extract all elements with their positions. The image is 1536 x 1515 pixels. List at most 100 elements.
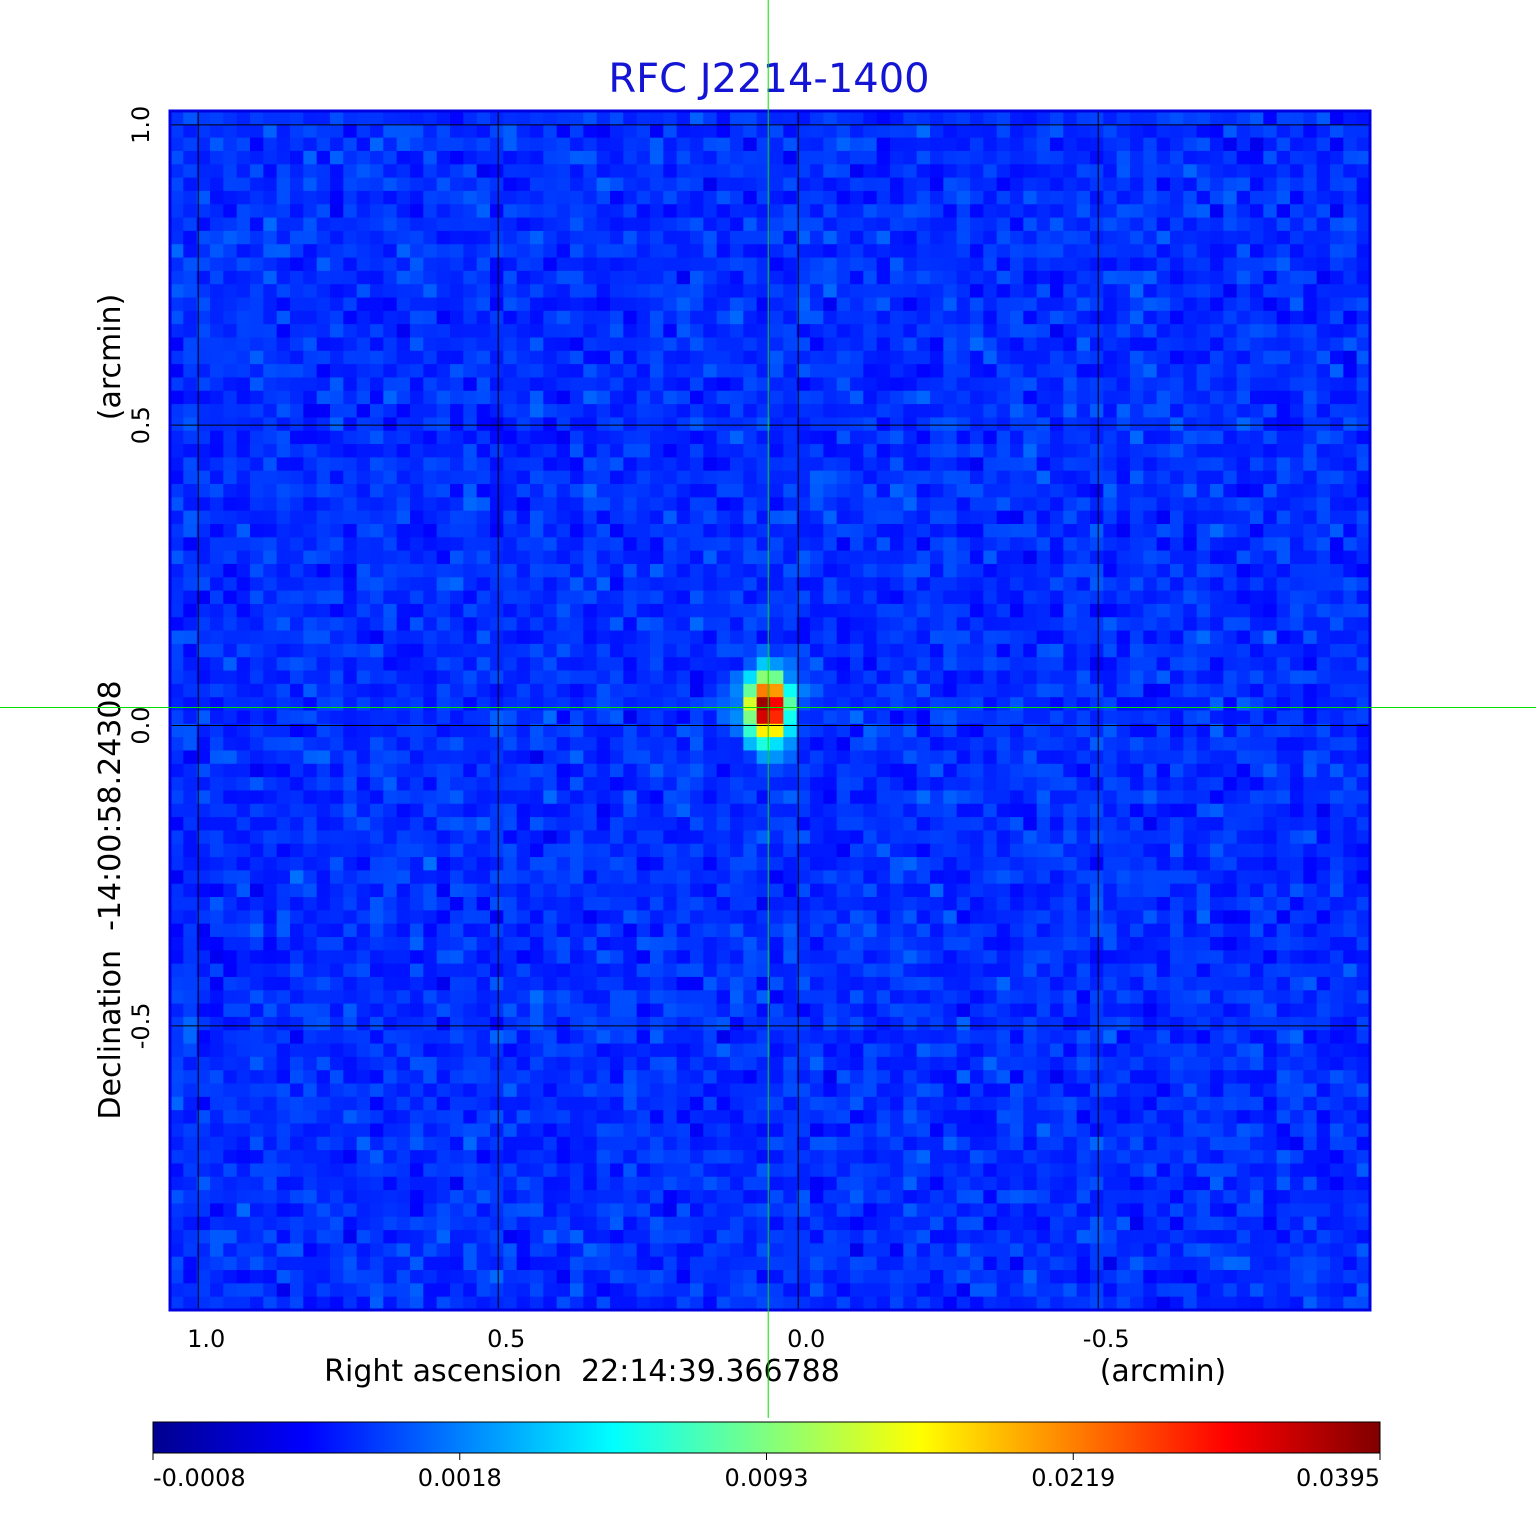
image-pixel (396, 777, 411, 792)
image-pixel (1210, 244, 1224, 259)
image-pixel (716, 284, 731, 299)
image-pixel (610, 284, 624, 299)
image-pixel (1263, 404, 1278, 419)
image-pixel (1183, 510, 1198, 525)
image-pixel (543, 164, 558, 179)
image-pixel (796, 763, 811, 778)
image-pixel (356, 670, 371, 685)
image-pixel (383, 310, 398, 325)
image-pixel (503, 230, 518, 245)
image-pixel (876, 670, 891, 685)
image-pixel (783, 111, 798, 125)
image-pixel (1223, 430, 1238, 445)
image-pixel (783, 284, 798, 299)
image-pixel (770, 377, 784, 392)
image-pixel (596, 563, 611, 578)
image-pixel (436, 124, 451, 139)
image-pixel (383, 297, 398, 312)
image-pixel (1036, 603, 1051, 618)
image-pixel (530, 457, 544, 472)
image-pixel (1170, 697, 1184, 712)
image-pixel (330, 164, 344, 179)
image-pixel (956, 390, 971, 405)
image-pixel (1036, 244, 1051, 259)
image-pixel (1250, 204, 1264, 219)
image-pixel (610, 257, 624, 272)
image-pixel (343, 537, 358, 552)
image-pixel (250, 790, 264, 805)
image-pixel (356, 683, 371, 698)
image-pixel (1183, 617, 1198, 632)
image-pixel (196, 790, 211, 805)
image-pixel (970, 670, 984, 685)
image-pixel (930, 723, 944, 738)
image-pixel (276, 310, 291, 325)
image-pixel (1210, 257, 1224, 272)
image-pixel (623, 470, 638, 485)
image-pixel (716, 350, 731, 365)
image-pixel (1036, 777, 1051, 792)
image-pixel (930, 390, 944, 405)
image-pixel (516, 444, 531, 458)
image-pixel (796, 204, 811, 219)
image-pixel (623, 817, 638, 831)
image-pixel (183, 310, 198, 325)
image-pixel (1236, 350, 1251, 365)
image-pixel (1330, 364, 1344, 379)
image-pixel (716, 603, 731, 618)
image-pixel (1156, 763, 1171, 778)
image-pixel (996, 697, 1011, 712)
image-pixel (956, 710, 971, 725)
image-pixel (183, 830, 198, 845)
image-pixel (383, 603, 398, 618)
image-pixel (1143, 324, 1158, 339)
image-pixel (943, 430, 958, 445)
image-pixel (943, 817, 958, 831)
image-pixel (1276, 297, 1291, 312)
image-pixel (890, 563, 904, 578)
image-pixel (1050, 310, 1064, 325)
image-pixel (1276, 257, 1291, 272)
image-pixel (596, 111, 611, 125)
image-pixel (943, 164, 958, 179)
image-pixel (783, 150, 798, 165)
image-pixel (730, 310, 744, 325)
image-pixel (970, 337, 984, 352)
image-pixel (236, 683, 251, 698)
image-pixel (956, 830, 971, 845)
image-pixel (423, 710, 438, 725)
image-pixel (1196, 803, 1211, 818)
image-pixel (1090, 430, 1104, 445)
image-pixel (543, 817, 558, 831)
image-pixel (1343, 643, 1358, 658)
image-pixel (250, 830, 264, 845)
image-pixel (930, 111, 944, 125)
image-pixel (650, 217, 664, 232)
image-pixel (1316, 697, 1331, 712)
image-pixel (970, 190, 984, 205)
image-pixel (490, 164, 504, 179)
image-pixel (810, 390, 824, 405)
image-pixel (543, 577, 558, 592)
image-pixel (596, 190, 611, 205)
image-pixel (996, 190, 1011, 205)
image-pixel (1023, 710, 1038, 725)
image-pixel (970, 577, 984, 592)
image-pixel (1116, 111, 1131, 125)
image-pixel (516, 204, 531, 219)
image-pixel (1183, 710, 1198, 725)
image-pixel (690, 150, 704, 165)
image-pixel (663, 404, 678, 419)
image-pixel (756, 843, 771, 858)
image-pixel (1023, 484, 1038, 498)
image-pixel (1276, 417, 1291, 432)
image-pixel (650, 430, 664, 445)
image-pixel (890, 404, 904, 419)
image-pixel (476, 817, 491, 831)
image-pixel (743, 430, 758, 445)
image-pixel (1316, 137, 1331, 152)
image-pixel (1076, 630, 1091, 645)
image-pixel (730, 523, 744, 538)
image-pixel (250, 670, 264, 685)
image-pixel (410, 657, 424, 672)
